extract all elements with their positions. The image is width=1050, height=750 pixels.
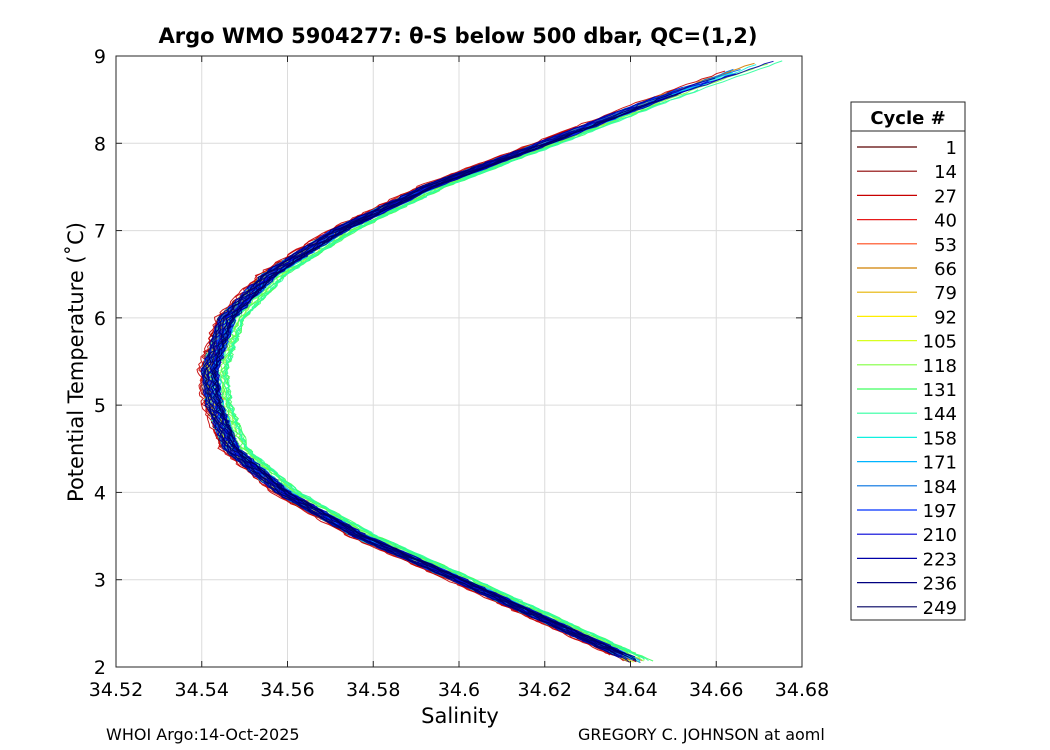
legend-label: 223: [923, 549, 957, 570]
profile-line: [210, 128, 624, 656]
profile-line: [214, 165, 629, 657]
profile-line: [203, 71, 732, 657]
x-tick-label: 34.52: [89, 679, 143, 701]
profile-line: [200, 146, 614, 656]
profile-line: [202, 169, 622, 658]
footer-right: GREGORY C. JOHNSON at aoml: [578, 725, 825, 744]
profile-line: [210, 128, 621, 654]
y-tick-label: 2: [94, 657, 106, 679]
profile-line: [224, 60, 783, 662]
profile-line: [203, 128, 631, 661]
x-tick-labels: 34.52 34.54 34.56 34.58 34.6 34.62 34.64 34.66 3…: [89, 679, 829, 701]
profile-line: [203, 130, 615, 655]
profile-line: [213, 147, 623, 654]
legend-label: 184: [923, 477, 957, 498]
y-tick-label: 8: [94, 133, 106, 155]
y-tick-labels: 2 3 4 5 6 7 8 9: [94, 46, 106, 679]
profile-line: [200, 170, 609, 654]
profile-line: [219, 63, 768, 662]
x-tick-label: 34.58: [346, 679, 400, 701]
profile-line: [196, 70, 726, 656]
profile-line: [221, 104, 655, 661]
profile-line: [202, 62, 755, 659]
profile-line: [213, 73, 736, 656]
legend-label: 40: [934, 211, 957, 232]
profile-line: [198, 126, 624, 662]
profile-line: [219, 126, 629, 654]
profile-line: [213, 134, 625, 654]
profile-line: [223, 142, 645, 660]
y-axis-label: Potential Temperature (˚C): [64, 222, 88, 502]
legend-label: 105: [923, 332, 957, 353]
footer-left: WHOI Argo:14-Oct-2025: [106, 725, 300, 744]
x-tick-label: 34.56: [260, 679, 314, 701]
axis-ticks: [115, 55, 803, 668]
profile-line: [212, 106, 642, 661]
legend-label: 249: [923, 598, 957, 619]
profile-line: [215, 148, 636, 658]
legend: Cycle # 1 14 27 40 53 66 79 92 105 118 131 144 158 17…: [850, 101, 966, 621]
legend-entries: 1 14 27 40 53 66 79 92 105 118 131 144 158 171 184 197 2…: [857, 138, 957, 619]
profile-line: [211, 129, 629, 658]
y-tick-label: 6: [94, 308, 106, 330]
y-tick-label: 4: [94, 482, 106, 504]
legend-label: 131: [923, 380, 957, 401]
profile-line: [225, 161, 644, 658]
legend-label: 79: [934, 283, 957, 304]
profile-line: [201, 163, 617, 657]
y-tick-label: 3: [94, 570, 106, 592]
profile-line: [206, 145, 617, 655]
legend-label: 1: [946, 138, 957, 159]
legend-label: 210: [923, 525, 957, 546]
y-tick-label: 7: [94, 221, 106, 243]
profile-line: [210, 64, 757, 660]
profile-line: [209, 147, 633, 659]
legend-label: 66: [934, 259, 957, 280]
legend-label: 92: [934, 307, 957, 328]
profile-line: [212, 137, 623, 655]
profile-line: [202, 130, 631, 663]
profile-line: [206, 130, 618, 656]
legend-label: 118: [923, 356, 957, 377]
profile-line: [211, 148, 624, 655]
profile-line: [207, 160, 623, 657]
profile-line: [201, 68, 734, 654]
x-tick-label: 34.62: [518, 679, 572, 701]
profile-line: [210, 128, 632, 658]
legend-label: 27: [934, 186, 957, 207]
profile-line: [212, 126, 630, 657]
y-tick-label: 9: [94, 46, 106, 68]
profile-line: [214, 150, 624, 654]
profile-line: [215, 60, 774, 654]
legend-label: 171: [923, 453, 957, 474]
legend-label: 158: [923, 428, 957, 449]
theta-s-profiles: [196, 60, 783, 664]
x-tick-label: 34.54: [175, 679, 229, 701]
x-tick-label: 34.68: [775, 679, 829, 701]
x-tick-label: 34.64: [603, 679, 657, 701]
legend-label: 53: [934, 235, 957, 256]
x-axis-label: Salinity: [421, 704, 499, 728]
profile-line: [211, 140, 626, 655]
legend-label: 144: [923, 404, 957, 425]
profile-line: [214, 123, 631, 657]
x-tick-label: 34.66: [689, 679, 743, 701]
chart-title: Argo WMO 5904277: θ-S below 500 dbar, QC…: [158, 24, 758, 48]
x-tick-label: 34.6: [438, 679, 480, 701]
profile-line: [204, 164, 634, 663]
profile-line: [205, 128, 617, 654]
profile-line: [205, 146, 623, 656]
y-tick-label: 5: [94, 395, 106, 417]
profile-line: [223, 147, 637, 654]
profile-line: [205, 145, 631, 660]
legend-title: Cycle #: [870, 108, 945, 129]
profile-line: [203, 166, 616, 655]
profile-line: [200, 148, 630, 663]
legend-label: 197: [923, 501, 957, 522]
profile-line: [206, 80, 709, 656]
legend-label: 14: [934, 162, 957, 183]
legend-label: 236: [923, 574, 957, 595]
